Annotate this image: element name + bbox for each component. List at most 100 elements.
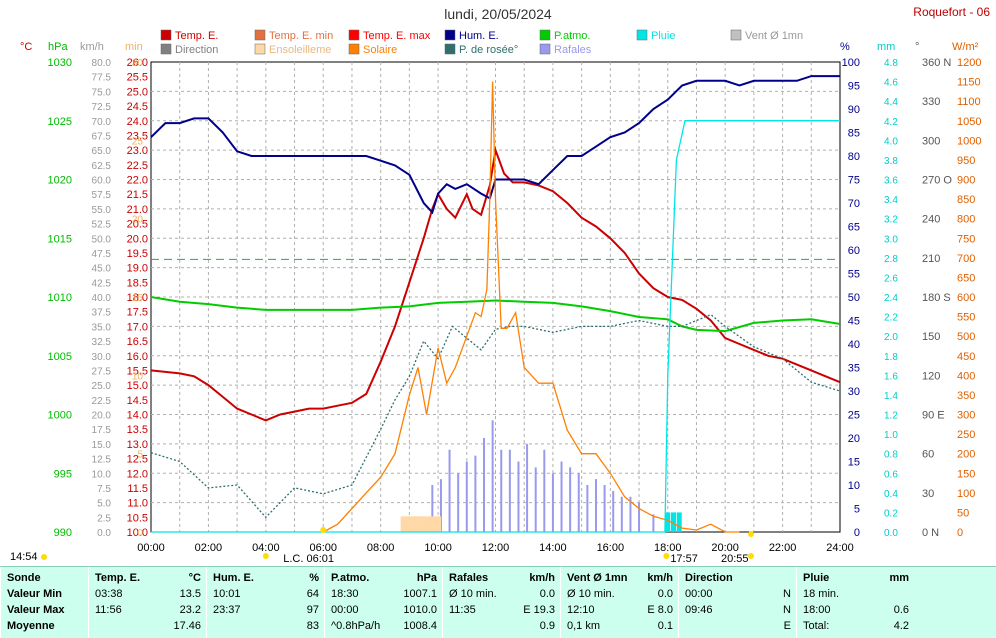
legend-label: Pluie [651, 30, 675, 42]
axis-tick-press: 990 [54, 527, 72, 539]
legend-swatch [254, 29, 266, 41]
x-tick-label: 02:00 [195, 542, 223, 554]
axis-tick-hum: 65 [848, 222, 860, 234]
stats-value: E [783, 620, 791, 632]
axis-tick-solar: 0 [957, 527, 963, 539]
axis-tick-temp: 24.5 [127, 101, 148, 113]
axis-tick-wind: 40.0 [92, 293, 112, 304]
axis-tick-wind: 72.5 [92, 102, 112, 113]
stats-time: Total: [803, 620, 830, 632]
axis-tick-rain: 2.4 [884, 293, 898, 304]
axis-tick-press: 1015 [48, 233, 72, 245]
stats-row-label: Valeur Max [7, 604, 65, 616]
axis-tick-temp: 13.0 [127, 439, 148, 451]
stats-time: 18:30 [331, 588, 359, 600]
stats-time: 03:38 [95, 588, 123, 600]
axis-tick-dir: 300 [922, 135, 940, 147]
axis-tick-press: 1010 [48, 292, 72, 304]
axis-tick-press: 995 [54, 468, 72, 480]
axis-tick-wind: 35.0 [92, 322, 112, 333]
axis-tick-rain: 2.0 [884, 332, 898, 343]
stats-value: E 8.0 [647, 604, 673, 616]
bar [603, 485, 606, 532]
axis-tick-wind: 65.0 [92, 146, 112, 157]
stats-value: 97 [306, 604, 319, 616]
axis-tick-temp: 23.5 [127, 130, 148, 142]
axis-tick-solar: 450 [957, 351, 975, 363]
axis-tick-press: 1005 [48, 351, 72, 363]
axis-tick-rain: 1.4 [884, 391, 898, 402]
axis-tick-solar: 1200 [957, 57, 981, 69]
sun-mark-label: 14:54 [10, 551, 38, 563]
axis-tick-wind: 30.0 [92, 352, 112, 363]
axis-unit-wind: km/h [80, 41, 104, 53]
axis-tick-rain: 0.0 [884, 528, 898, 539]
axis-tick-temp: 19.5 [127, 248, 148, 260]
axis-tick-dir: 240 [922, 214, 940, 226]
stats-time: 23:37 [213, 604, 241, 616]
axis-tick-wind: 37.5 [92, 308, 112, 319]
station-name: Roquefort - 06 [913, 5, 990, 19]
stats-value: N [783, 588, 791, 600]
axis-tick-hum: 95 [848, 81, 860, 93]
sun-marker [748, 531, 755, 537]
axis-tick-solar: 1100 [957, 96, 981, 108]
stats-time: 12:10 [567, 604, 595, 616]
legend-label: Hum. E. [459, 30, 499, 42]
bar [465, 461, 468, 532]
axis-tick-solar: 600 [957, 292, 975, 304]
axis-tick-hum: 15 [848, 457, 860, 469]
legend-label: Solaire [363, 44, 397, 56]
axis-tick-rain: 0.8 [884, 450, 898, 461]
axis-tick-wind: 12.5 [92, 455, 112, 466]
sun-marker [320, 527, 327, 533]
axis-tick-hum: 0 [854, 527, 860, 539]
legend-swatch [730, 29, 742, 41]
series-line-p-atmo- [150, 296, 841, 333]
stats-value: 23.2 [179, 604, 201, 616]
bar [439, 479, 442, 532]
axis-tick-dir: 210 [922, 253, 940, 265]
axis-tick-solar: 50 [957, 507, 969, 519]
axis-tick-wind: 52.5 [92, 220, 112, 231]
stats-header: Vent Ø 1mn [567, 572, 628, 584]
axis-tick-temp: 10.0 [127, 527, 148, 539]
stats-value: E 19.3 [523, 604, 555, 616]
axis-tick-temp: 22.0 [127, 175, 148, 187]
axis-tick-min: 30 [132, 58, 144, 69]
stats-time: 00:00 [685, 588, 713, 600]
axis-tick-rain: 4.8 [884, 58, 898, 69]
stats-header: Hum. E. [213, 572, 254, 584]
legend-swatch [348, 43, 360, 55]
axis-tick-press: 1000 [48, 410, 72, 422]
sun-mark-label: 20:55 [721, 553, 749, 565]
bar [534, 467, 537, 532]
stats-value: 0.0 [657, 588, 673, 600]
axis-tick-hum: 30 [848, 386, 860, 398]
bar [612, 490, 615, 532]
axis-tick-dir: 150 [922, 331, 940, 343]
stats-unit: km/h [647, 572, 673, 584]
axis-tick-wind: 77.5 [92, 73, 112, 84]
bar [448, 449, 451, 532]
axis-tick-temp: 18.0 [127, 292, 148, 304]
legend-swatch [636, 29, 648, 41]
bar [508, 449, 511, 532]
bar [652, 514, 655, 532]
axis-tick-temp: 13.5 [127, 424, 148, 436]
series-line-p-de-ros-e- [150, 313, 841, 519]
legend-swatch [444, 29, 456, 41]
axis-tick-solar: 750 [957, 233, 975, 245]
stats-value: 17.46 [173, 620, 201, 632]
axis-tick-hum: 50 [848, 292, 860, 304]
axis-tick-rain: 3.0 [884, 234, 898, 245]
stats-header: P.atmo. [331, 572, 370, 584]
axis-tick-rain: 3.2 [884, 215, 898, 226]
axis-tick-temp: 19.0 [127, 263, 148, 275]
bar [620, 496, 623, 532]
axis-tick-solar: 1150 [957, 77, 981, 89]
stats-value: 0.1 [657, 620, 673, 632]
stats-value: N [783, 604, 791, 616]
bar-series-pluie [665, 512, 682, 532]
bar [629, 496, 632, 532]
